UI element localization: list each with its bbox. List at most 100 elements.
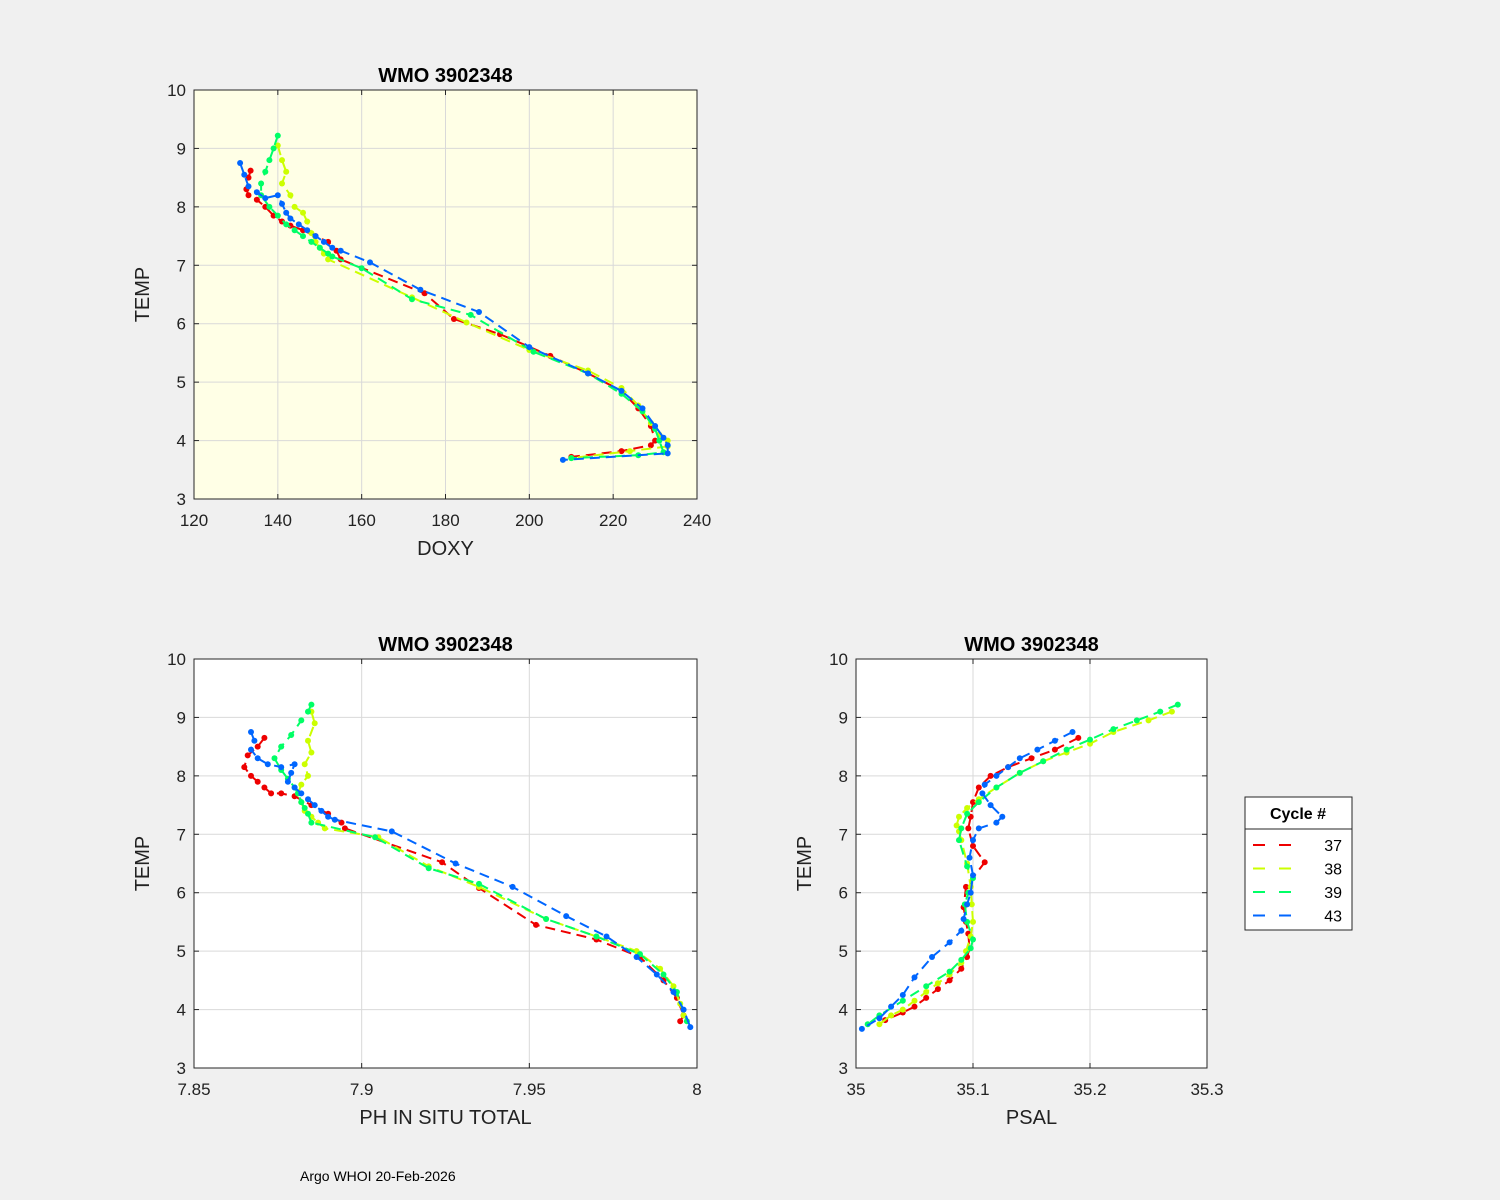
- data-point-37: [970, 843, 976, 849]
- legend-item-43: 43: [1253, 909, 1342, 926]
- y-tick-label: 9: [177, 708, 186, 727]
- legend-label: 39: [1324, 885, 1342, 902]
- data-point-38: [670, 983, 677, 990]
- data-point-43: [946, 939, 953, 946]
- data-point-39: [1174, 701, 1181, 708]
- data-point-43: [304, 227, 311, 234]
- data-point-43: [929, 954, 935, 960]
- data-point-38: [291, 203, 298, 210]
- data-point-43: [993, 819, 1000, 826]
- data-point-37: [911, 1003, 918, 1010]
- data-point-43: [318, 807, 325, 814]
- data-point-38: [304, 218, 311, 225]
- x-tick-label: 120: [180, 511, 208, 530]
- y-tick-label: 6: [177, 315, 186, 334]
- data-point-38: [888, 1012, 895, 1019]
- data-point-39: [298, 717, 305, 724]
- data-point-43: [248, 746, 254, 753]
- data-point-37: [261, 784, 268, 791]
- data-point-43: [298, 790, 305, 797]
- data-point-43: [618, 387, 625, 394]
- data-point-39: [372, 834, 379, 841]
- data-point-39: [660, 971, 667, 978]
- y-axis-label: TEMP: [132, 836, 154, 892]
- data-point-38: [876, 1021, 883, 1028]
- data-point-39: [425, 865, 432, 872]
- y-axis-label: TEMP: [794, 836, 816, 892]
- legend-label: 38: [1324, 862, 1342, 879]
- data-point-39: [258, 180, 265, 187]
- axes-doxy-temp: 120 140 160 180 200 220 240 3 4 5 6 7 8 9 10 WMO 390234…: [132, 65, 711, 560]
- data-point-37: [439, 859, 446, 866]
- data-point-39: [656, 437, 663, 444]
- data-point-39: [467, 311, 474, 318]
- data-point-39: [956, 837, 962, 844]
- data-point-43: [320, 238, 327, 245]
- data-point-39: [305, 810, 311, 817]
- data-point-43: [248, 729, 254, 735]
- data-point-43: [1016, 755, 1023, 762]
- data-point-37: [261, 734, 268, 741]
- legend-label: 37: [1324, 838, 1342, 855]
- data-point-37: [241, 764, 248, 771]
- data-point-43: [237, 160, 244, 166]
- data-point-38: [287, 192, 294, 199]
- data-point-43: [388, 828, 395, 835]
- data-point-43: [652, 423, 659, 429]
- series-line-43: [861, 731, 1073, 1030]
- data-point-39: [530, 348, 537, 355]
- data-point-39: [964, 863, 971, 870]
- data-point-39: [993, 784, 1000, 791]
- data-point-38: [953, 822, 960, 829]
- data-point-38: [1087, 740, 1093, 747]
- data-point-39: [970, 936, 976, 943]
- data-point-37: [987, 772, 994, 779]
- data-point-43: [1034, 746, 1041, 753]
- data-point-43: [288, 769, 295, 776]
- data-point-43: [633, 954, 640, 960]
- data-point-39: [543, 916, 550, 922]
- data-point-39: [308, 701, 315, 708]
- data-point-39: [1133, 717, 1140, 724]
- data-point-37: [421, 290, 428, 297]
- axes-psal-temp: 35 35.1 35.2 35.3 3 4 5 6 7 8 9 10 WMO 3902348 PSAL TE…: [794, 634, 1224, 1129]
- data-point-37: [450, 316, 457, 322]
- data-point-43: [911, 974, 918, 981]
- data-point-38: [300, 209, 306, 216]
- data-point-43: [291, 784, 298, 791]
- y-tick-label: 10: [829, 650, 848, 669]
- data-point-38: [968, 901, 975, 908]
- data-point-38: [463, 319, 470, 326]
- x-tick-label: 7.9: [350, 1080, 374, 1099]
- data-point-38: [305, 772, 311, 779]
- series-43-doxy: [237, 160, 671, 463]
- series-39-psal: [864, 701, 1181, 1028]
- data-point-43: [241, 171, 248, 178]
- data-point-43: [311, 802, 318, 809]
- data-point-39: [476, 880, 482, 887]
- axes-ph-temp: 7.85 7.9 7.95 8 3 4 5 6 7 8 9 10 WMO 3902348 PH IN SI…: [132, 634, 702, 1129]
- data-point-43: [329, 244, 336, 251]
- data-point-39: [329, 253, 336, 260]
- y-tick-label: 4: [177, 1001, 186, 1020]
- y-axis-label: TEMP: [132, 267, 154, 323]
- data-point-37: [254, 778, 261, 785]
- x-tick-label: 7.95: [513, 1080, 546, 1099]
- data-point-37: [262, 203, 269, 210]
- data-point-38: [305, 737, 311, 744]
- data-point-39: [958, 956, 965, 963]
- data-point-39: [316, 244, 323, 251]
- x-tick-label: 200: [515, 511, 543, 530]
- data-point-37: [958, 965, 965, 972]
- y-tick-label: 3: [177, 1059, 186, 1078]
- data-point-37: [333, 247, 340, 254]
- legend-label: 43: [1324, 909, 1342, 926]
- data-point-39: [291, 227, 298, 234]
- y-tick-label: 3: [177, 490, 186, 509]
- data-point-38: [956, 813, 962, 820]
- data-point-37: [647, 442, 654, 449]
- y-tick-label: 10: [167, 650, 186, 669]
- data-point-43: [287, 215, 294, 222]
- chart-title: WMO 3902348: [964, 634, 1099, 656]
- data-point-43: [888, 1003, 895, 1010]
